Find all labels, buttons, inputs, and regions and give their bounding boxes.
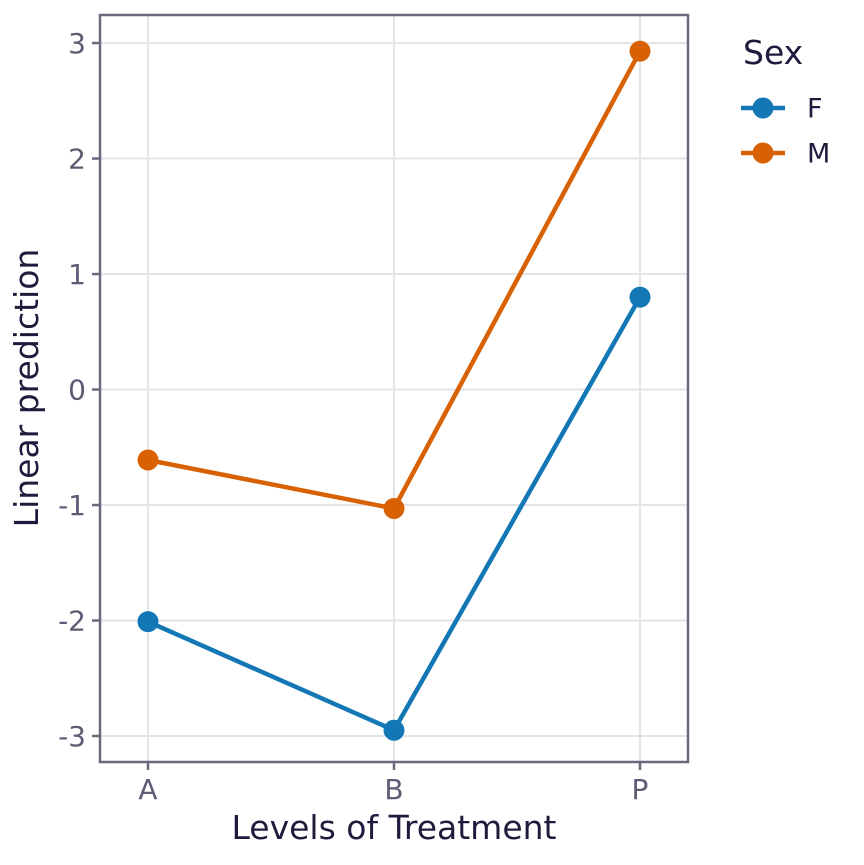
series-m xyxy=(137,40,651,519)
series-f xyxy=(137,286,651,741)
x-tick-label: A xyxy=(138,773,157,806)
y-tick-label: -2 xyxy=(58,605,86,638)
y-tick-label: 3 xyxy=(68,27,86,60)
y-tick-label: 1 xyxy=(68,258,86,291)
legend-label: M xyxy=(807,139,830,170)
x-axis-title: Levels of Treatment xyxy=(231,808,556,847)
gridlines xyxy=(100,15,688,762)
legend-entry-m: M xyxy=(741,139,830,170)
data-point-f-p xyxy=(629,286,651,308)
y-axis-title: Linear prediction xyxy=(7,249,46,528)
y-tick-label: 0 xyxy=(68,374,86,407)
y-tick-label: -3 xyxy=(58,720,86,753)
y-tick-label: 2 xyxy=(68,143,86,176)
data-point-f-a xyxy=(137,611,159,633)
data-point-m-b xyxy=(383,497,405,519)
data-point-f-b xyxy=(383,719,405,741)
legend-title: Sex xyxy=(743,33,803,72)
y-tick-label: -1 xyxy=(58,489,86,522)
data-point-m-p xyxy=(629,40,651,62)
legend-key-point xyxy=(752,97,774,119)
legend-label: F xyxy=(807,94,823,125)
axis-ticks xyxy=(92,41,642,770)
x-tick-label: P xyxy=(632,773,649,806)
legend-key-point xyxy=(752,142,774,164)
x-tick-label: B xyxy=(384,773,403,806)
legend-entry-f: F xyxy=(741,94,823,125)
data-point-m-a xyxy=(137,449,159,471)
